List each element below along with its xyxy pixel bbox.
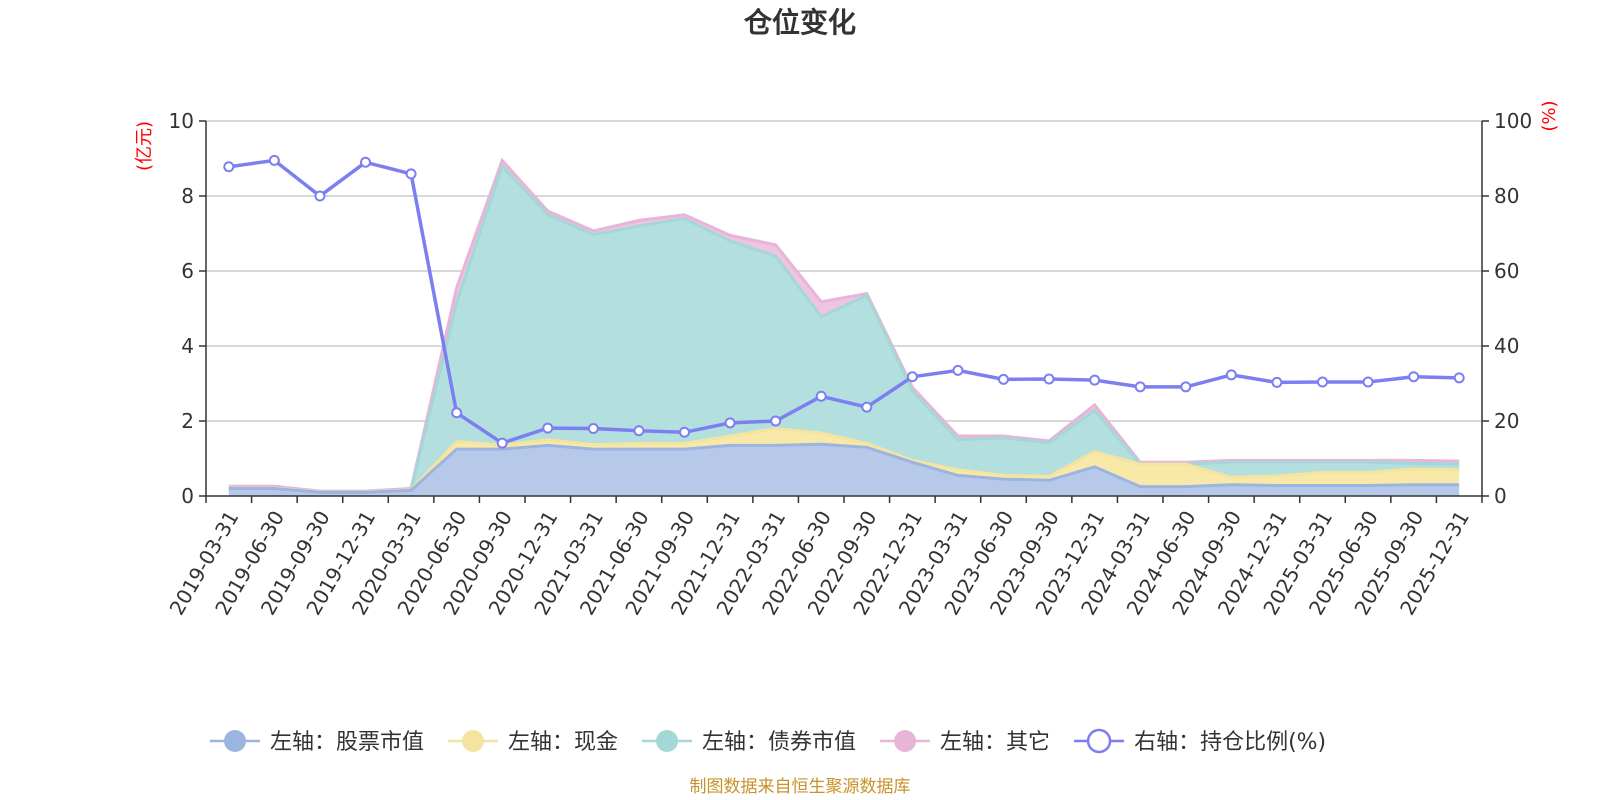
- stacked-areas: [228, 157, 1460, 496]
- area-2: [228, 166, 1460, 492]
- ratio-line-path: [228, 158, 1460, 446]
- area-edge-1: [228, 426, 1460, 494]
- area-1: [228, 428, 1460, 493]
- data-source: 制图数据来自恒生聚源数据库: [690, 777, 911, 797]
- right-axis-tick-label: 40: [1494, 334, 1519, 358]
- left-axis-tick-label: 8: [181, 184, 194, 208]
- left-axis-tick-label: 0: [181, 484, 194, 508]
- legend-marker: [224, 730, 246, 752]
- right-axis-tick-label: 100: [1494, 109, 1532, 133]
- left-axis-unit: (亿元): [134, 121, 155, 171]
- legend-label: 左轴：股票市值: [270, 730, 424, 755]
- area-0: [228, 444, 1460, 496]
- ratio-point: [815, 390, 827, 402]
- ratio-point: [1453, 372, 1465, 384]
- right-axis-tick-label: 60: [1494, 259, 1519, 283]
- area-edge-2: [228, 163, 1460, 494]
- ratio-point: [1362, 376, 1374, 388]
- ratio-point: [679, 426, 690, 438]
- right-axis-tick-label: 80: [1494, 184, 1519, 208]
- ratio-line: [223, 154, 1465, 449]
- legend-item-1: 左轴：现金: [448, 730, 618, 755]
- ratio-point: [268, 154, 280, 166]
- ratio-point: [405, 168, 417, 180]
- right-axis-tick-label: 0: [1494, 484, 1507, 508]
- ratio-point: [770, 415, 782, 427]
- ratio-point: [314, 190, 326, 202]
- ratio-point: [496, 437, 508, 449]
- ratio-point: [952, 364, 964, 376]
- ratio-point: [451, 407, 463, 419]
- ratio-point: [861, 401, 873, 413]
- left-axis-tick-label: 6: [181, 259, 194, 283]
- ratio-point: [1271, 376, 1283, 388]
- ratio-point: [1408, 371, 1420, 383]
- left-axis-tick-label: 2: [181, 409, 194, 433]
- legend-item-4: 右轴：持仓比例(%): [1074, 728, 1326, 755]
- legend-label: 左轴：其它: [940, 730, 1050, 755]
- ratio-point: [1043, 373, 1055, 385]
- chart-title: 仓位变化: [744, 6, 856, 39]
- area-edge-3: [228, 157, 1460, 493]
- area-edge-0: [228, 442, 1460, 494]
- ratio-point: [1317, 376, 1328, 388]
- ratio-point: [1225, 369, 1237, 381]
- ratio-point: [724, 417, 736, 429]
- ratio-point: [633, 425, 645, 437]
- ratio-point: [542, 422, 554, 434]
- right-axis-tick-label: 20: [1494, 409, 1519, 433]
- legend-label: 左轴：现金: [508, 730, 618, 755]
- legend-label: 右轴：持仓比例(%): [1134, 730, 1326, 755]
- legend: 左轴：股票市值 左轴：现金 左轴：债券市值 左轴：其它 右轴：持仓比例(%): [210, 728, 1326, 755]
- ratio-point: [998, 373, 1009, 385]
- legend-marker: [1086, 728, 1112, 754]
- ratio-point: [906, 371, 918, 383]
- legend-item-3: 左轴：其它: [880, 730, 1050, 755]
- ratio-point: [223, 161, 235, 173]
- ratio-point: [360, 156, 371, 168]
- legend-marker: [894, 730, 917, 752]
- grid-lines: [206, 120, 1482, 422]
- right-axis-unit: (%): [1539, 100, 1560, 131]
- ratio-point: [1089, 374, 1101, 386]
- ratio-point: [1134, 381, 1146, 393]
- legend-item-2: 左轴：债券市值: [642, 730, 856, 755]
- legend-marker: [462, 730, 485, 752]
- left-axis-tick-label: 10: [169, 109, 194, 133]
- legend-marker: [656, 730, 679, 752]
- ratio-point: [587, 423, 599, 434]
- legend-item-0: 左轴：股票市值: [210, 730, 424, 755]
- legend-label: 左轴：债券市值: [702, 730, 856, 755]
- left-axis-tick-label: 4: [181, 334, 194, 358]
- ratio-point: [1180, 381, 1192, 393]
